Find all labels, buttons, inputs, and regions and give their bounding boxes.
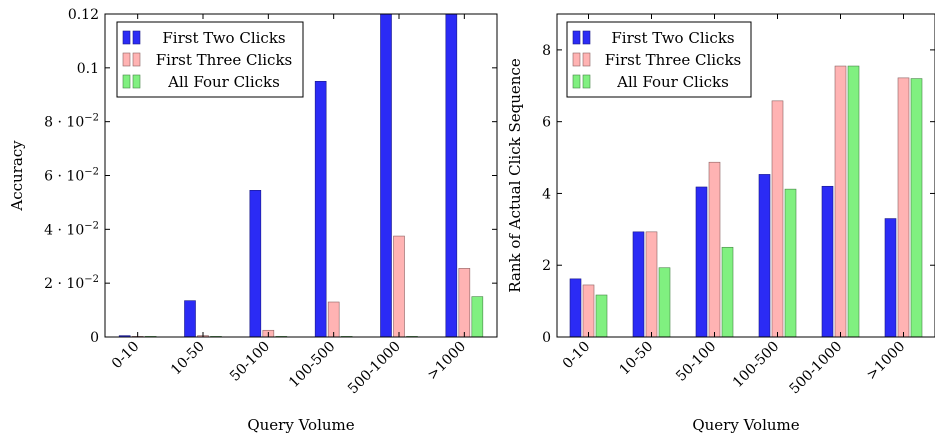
x-axis-label: Query Volume <box>692 416 799 434</box>
legend-box <box>566 21 752 98</box>
y-tick-label: 0.12 <box>68 7 99 23</box>
y-tick-label: 8 · 10−2 <box>44 113 99 131</box>
y-tick-label: 4 <box>542 186 551 202</box>
legend-label: All Four Clicks <box>616 73 729 91</box>
x-axis-label: Query Volume <box>247 416 354 434</box>
bars-1 <box>569 65 923 338</box>
bar-all-four-clicks-1 <box>658 267 671 338</box>
x-tick-label: 0-10 <box>560 339 594 373</box>
y-tick-label: 0 <box>90 330 99 346</box>
x-tick-label: 10-50 <box>168 339 208 379</box>
bar-first-three-clicks-3 <box>771 100 784 338</box>
bar-first-two-clicks-4 <box>821 185 834 338</box>
legend-label: First Two Clicks <box>611 29 734 47</box>
x-tick-label: >1000 <box>424 339 469 384</box>
bar-first-two-clicks-2 <box>695 186 708 338</box>
rank-chart: 0 2 4 6 8 0-10 10-50 50-100 100-500 500-1000 >1000… <box>506 13 935 434</box>
bar-first-three-clicks-4 <box>393 235 405 338</box>
bar-first-three-clicks-2 <box>708 161 721 338</box>
bar-all-four-clicks-2 <box>721 246 734 338</box>
x-tick-label: 50-100 <box>227 339 273 385</box>
bar-first-three-clicks-5 <box>897 77 910 338</box>
y-tick-label: 4 · 10−2 <box>44 220 99 238</box>
x-tick-label: 50-100 <box>673 339 719 385</box>
y-tick-label: 2 <box>542 258 551 274</box>
x-tick-label: 100-500 <box>730 339 782 391</box>
legend-swatch <box>572 30 581 45</box>
y-axis-label: Rank of Actual Click Sequence <box>506 58 524 293</box>
x-tick-label: 500-1000 <box>787 339 846 398</box>
bar-first-three-clicks-1 <box>645 231 658 338</box>
legend-label: First Three Clicks <box>605 51 742 69</box>
y-tick-label: 8 <box>542 43 551 59</box>
bar-first-two-clicks-0 <box>569 278 582 338</box>
legend-1: First Two Clicks First Three Clicks All Fo… <box>566 21 752 98</box>
bar-first-two-clicks-5 <box>884 218 897 338</box>
bar-all-four-clicks-4 <box>847 65 860 338</box>
bar-first-two-clicks-4 <box>380 13 392 338</box>
bar-first-three-clicks-3 <box>327 301 340 338</box>
bar-first-two-clicks-3 <box>758 174 771 338</box>
legend-swatch <box>132 52 141 67</box>
accuracy-chart: 0 2 · 10−2 4 · 10−2 6 · 10−2 8 · 10−2 0.1 0.12… <box>8 7 498 434</box>
bar-all-four-clicks-5 <box>910 78 923 338</box>
bar-first-three-clicks-0 <box>582 284 595 338</box>
y-tick-label: 2 · 10−2 <box>44 274 99 292</box>
bar-first-two-clicks-2 <box>249 190 262 338</box>
y-tick-label: 0 <box>542 330 551 346</box>
x-tick-label: >1000 <box>864 339 909 384</box>
bar-first-three-clicks-5 <box>458 268 471 338</box>
x-tick-label: 500-1000 <box>345 339 404 398</box>
y-tick-label: 6 · 10−2 <box>44 167 99 185</box>
legend-swatch <box>132 30 141 45</box>
legend-swatch <box>572 52 581 67</box>
legend-label: First Two Clicks <box>162 29 285 47</box>
legend-0: First Two Clicks First Three Clicks All Fo… <box>116 21 304 98</box>
legend-label: All Four Clicks <box>167 73 280 91</box>
legend-swatch <box>582 74 591 89</box>
bar-first-two-clicks-5 <box>445 13 458 338</box>
bar-all-four-clicks-0 <box>595 294 608 338</box>
x-tick-label: 100-500 <box>286 339 338 391</box>
legend-swatch <box>132 74 141 89</box>
legend-label: First Three Clicks <box>156 51 293 69</box>
y-tick-label: 6 <box>542 115 551 131</box>
legend-swatch <box>122 52 131 67</box>
legend-swatch <box>582 52 591 67</box>
x-tick-label: 10-50 <box>616 339 656 379</box>
legend-swatch <box>572 74 581 89</box>
bar-all-four-clicks-5 <box>471 296 484 338</box>
bar-first-three-clicks-4 <box>834 65 847 338</box>
legend-box <box>116 21 304 98</box>
y-axis-label: Accuracy <box>8 140 26 212</box>
legend-swatch <box>122 30 131 45</box>
y-tick-label: 0.1 <box>77 61 99 77</box>
legend-swatch <box>122 74 131 89</box>
bar-first-two-clicks-3 <box>314 80 327 338</box>
x-tick-label: 0-10 <box>109 339 143 373</box>
legend-swatch <box>582 30 591 45</box>
bar-first-two-clicks-1 <box>632 231 645 338</box>
bar-all-four-clicks-3 <box>784 188 797 338</box>
bar-first-two-clicks-1 <box>184 300 196 338</box>
axis-frame-1 <box>556 13 935 338</box>
